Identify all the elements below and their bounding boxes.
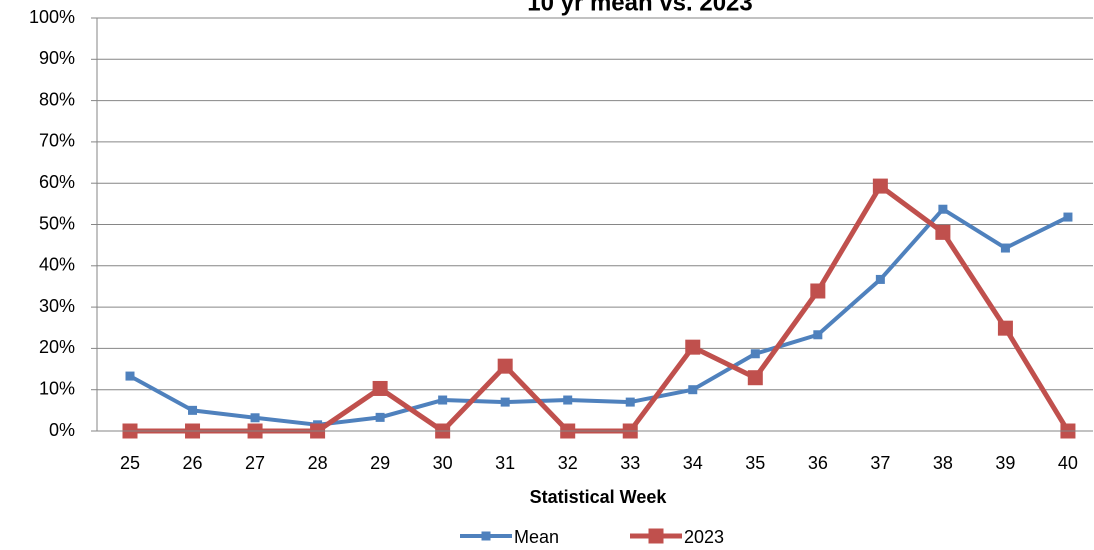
x-tick-label: 40 (1058, 453, 1078, 473)
point (997, 320, 1013, 336)
point (375, 412, 385, 422)
y-tick-label: 0% (49, 420, 75, 440)
y-tick-label: 80% (39, 89, 75, 109)
x-tick-label: 38 (933, 453, 953, 473)
point (188, 405, 198, 415)
y-tick-label: 90% (39, 48, 75, 68)
series-line (129, 207, 1069, 427)
legend-marker (648, 528, 664, 544)
x-tick-label: 30 (433, 453, 453, 473)
point (125, 371, 135, 381)
point (872, 178, 888, 194)
y-tick-label: 20% (39, 337, 75, 357)
x-tick-label: 28 (308, 453, 328, 473)
x-tick-label: 31 (495, 453, 515, 473)
x-tick-label: 36 (808, 453, 828, 473)
legend-marker (481, 531, 491, 541)
y-tick-label: 40% (39, 255, 75, 275)
x-tick-label: 25 (120, 453, 140, 473)
point (747, 370, 763, 386)
x-tick-label: 29 (370, 453, 390, 473)
point (1063, 212, 1073, 222)
point (250, 413, 260, 423)
x-tick-label: 34 (683, 453, 703, 473)
legend-label: 2023 (684, 527, 724, 547)
x-axis-title: Statistical Week (530, 487, 668, 507)
y-tick-label: 70% (39, 131, 75, 151)
x-tick-label: 26 (183, 453, 203, 473)
y-tick-label: 60% (39, 172, 75, 192)
point (685, 339, 701, 355)
point (688, 385, 698, 395)
series-line (130, 183, 1071, 434)
point (500, 397, 510, 407)
point (497, 358, 513, 374)
x-tick-label: 35 (745, 453, 765, 473)
legend-label: Mean (514, 527, 559, 547)
chart-title: 10 yr mean vs. 2023 (527, 0, 753, 16)
point (1000, 243, 1010, 253)
point (625, 397, 635, 407)
point (813, 330, 823, 340)
x-tick-label: 32 (558, 453, 578, 473)
x-tick-label: 39 (995, 453, 1015, 473)
y-tick-label: 10% (39, 378, 75, 398)
y-tick-label: 50% (39, 213, 75, 233)
x-tick-label: 37 (870, 453, 890, 473)
point (935, 224, 951, 240)
point (750, 349, 760, 359)
y-tick-label: 100% (29, 7, 75, 27)
point (810, 283, 826, 299)
point (372, 380, 388, 396)
x-tick-label: 33 (620, 453, 640, 473)
x-tick-label: 27 (245, 453, 265, 473)
point (563, 395, 573, 405)
point (938, 204, 948, 214)
point (875, 274, 885, 284)
point (438, 395, 448, 405)
y-tick-label: 30% (39, 296, 75, 316)
